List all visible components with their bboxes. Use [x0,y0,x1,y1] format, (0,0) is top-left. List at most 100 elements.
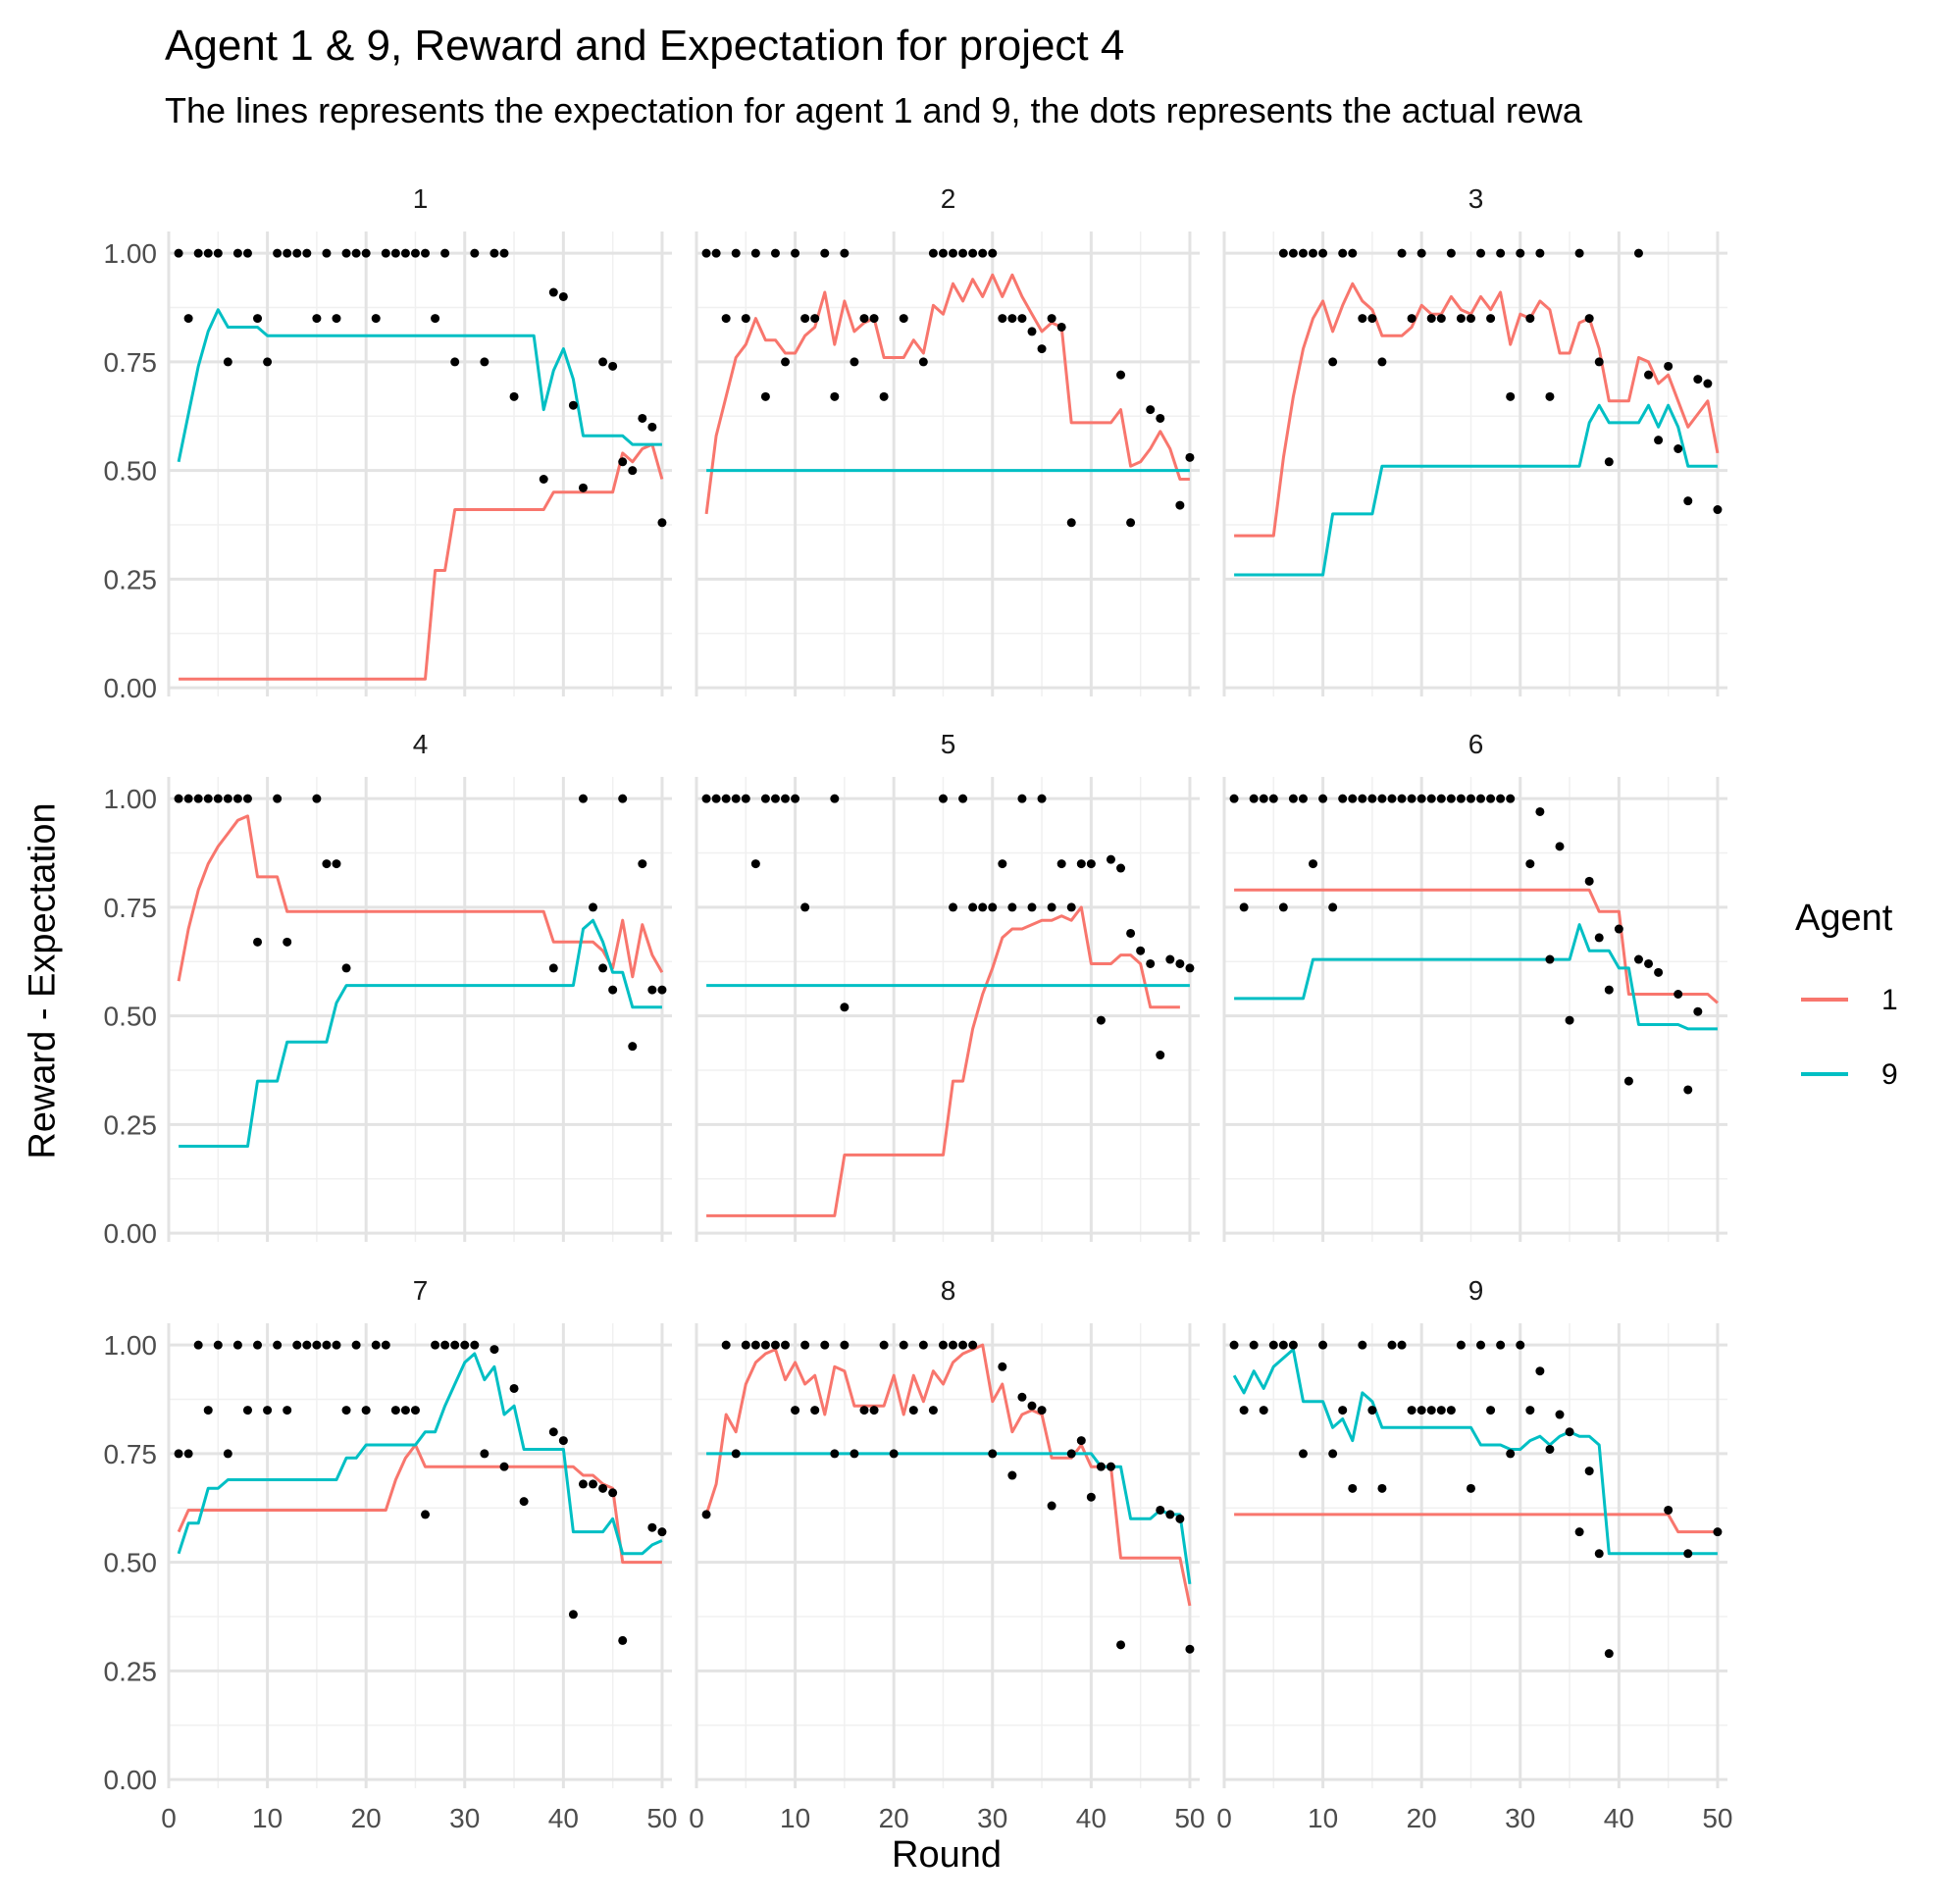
reward-dot [1037,1406,1047,1415]
reward-dot [938,794,948,803]
reward-dot [1348,248,1358,258]
reward-dot [1056,322,1066,332]
reward-dot [721,1340,731,1350]
reward-dot [232,1340,242,1350]
reward-dot [1693,1006,1703,1016]
reward-dot [1377,794,1387,803]
reward-dot [312,314,322,324]
reward-dot [1338,794,1348,803]
reward-dot [918,1340,928,1350]
reward-dot [1056,859,1066,869]
reward-dot [1436,314,1446,324]
reward-dot [499,1462,509,1471]
reward-dot [840,1340,850,1350]
reward-dot [322,859,332,869]
reward-dot [657,985,667,995]
reward-dot [598,357,608,367]
reward-dot [1604,1649,1614,1659]
reward-dot [770,794,780,803]
legend-label-agent-9: 9 [1881,1058,1898,1091]
reward-dot [1496,1340,1506,1350]
reward-dot [1047,1501,1056,1511]
reward-dot [1555,1410,1565,1419]
reward-dot [1278,1340,1288,1350]
reward-dot [760,794,770,803]
reward-dot [1165,1510,1175,1519]
reward-dot [332,1340,341,1350]
reward-dot [1007,1470,1017,1480]
reward-dot [1047,314,1056,324]
expectation-line-agent-9 [177,1352,663,1556]
facet-strip-label: 6 [1468,729,1484,759]
reward-dot [213,248,223,258]
reward-dot [968,902,978,912]
reward-dot [1106,1462,1115,1471]
reward-dot [1298,794,1308,803]
reward-dot [1426,1406,1436,1415]
reward-dot [988,248,998,258]
reward-dot [770,248,780,258]
reward-dot [1416,794,1426,803]
reward-dot [1259,794,1268,803]
reward-dot [1007,902,1017,912]
reward-dot [351,248,361,258]
reward-dot [598,1483,608,1493]
reward-dot [203,794,213,803]
reward-dot [371,314,381,324]
reward-dot [1076,1436,1086,1446]
reward-dot [1278,902,1288,912]
reward-dot [928,248,938,258]
reward-dot [341,248,351,258]
reward-dot [1644,370,1654,380]
reward-dot [1446,1406,1456,1415]
x-tick-label: 40 [1076,1803,1107,1833]
facet-strip-label: 3 [1468,183,1484,214]
reward-dot [1126,928,1136,938]
reward-dot [958,1340,968,1350]
reward-dot [1136,946,1146,955]
reward-dot [850,1449,859,1459]
x-tick-label: 50 [646,1803,677,1833]
reward-dot [820,248,830,258]
reward-dot [1407,314,1416,324]
reward-dot [1416,1406,1426,1415]
reward-dot [1309,859,1318,869]
expectation-line-agent-1 [1234,888,1719,1004]
y-tick-label: 0.50 [104,1002,158,1032]
reward-dot [548,963,558,973]
reward-dot [711,248,721,258]
facet-panel-5: 5 [695,729,1200,1242]
reward-dot [608,985,618,995]
reward-dot [193,1340,203,1350]
reward-dot [509,1383,519,1393]
reward-dot [193,794,203,803]
reward-dot [431,314,440,324]
reward-dot [791,248,800,258]
facet-strip-label: 1 [413,183,429,214]
reward-dot [1516,1340,1525,1350]
reward-dot [283,937,292,947]
reward-dot [1654,436,1664,445]
reward-dot [1318,248,1328,258]
reward-dot [332,859,341,869]
reward-dot [1229,794,1239,803]
reward-dot [988,902,998,912]
reward-dot [1175,500,1185,510]
reward-dot [1594,1549,1604,1559]
facet-strip-label: 5 [941,729,956,759]
reward-dot [1367,314,1377,324]
reward-dot [988,1449,998,1459]
reward-dot [1614,924,1623,934]
x-tick-label: 30 [977,1803,1007,1833]
reward-dot [1644,958,1654,968]
reward-dot [840,248,850,258]
reward-dot [1683,1085,1693,1095]
reward-dot [869,1406,879,1415]
reward-dot [618,794,628,803]
reward-dot [750,1340,760,1350]
reward-dot [183,314,193,324]
reward-dot [1466,1483,1475,1493]
reward-dot [628,466,638,476]
reward-dot [701,248,711,258]
